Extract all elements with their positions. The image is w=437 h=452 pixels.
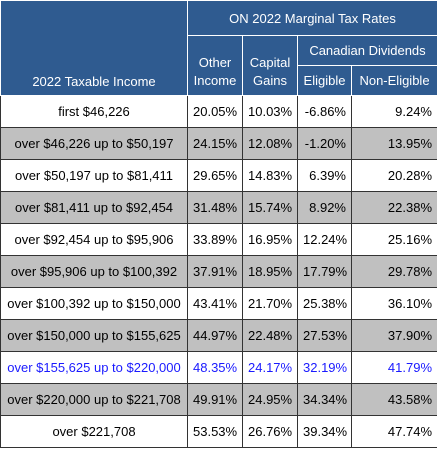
table-header: 2022 Taxable Income ON 2022 Marginal Tax… [0, 0, 437, 96]
header-text: Other [198, 55, 232, 70]
tax-rate: 33.89% [187, 223, 243, 256]
table-row: over $221,708 53.53% 26.76% 39.34% 47.74% [0, 415, 437, 448]
income-bracket: over $220,000 up to $221,708 [0, 383, 188, 416]
tax-rate: 31.48% [187, 191, 243, 224]
header-cell: ON 2022 Marginal Tax Rates [187, 0, 437, 36]
tax-rate: 8.92% [297, 191, 352, 224]
header-cell: Canadian Dividends [297, 35, 437, 66]
tax-rate: 25.16% [351, 223, 437, 256]
table-row: over $220,000 up to $221,708 49.91% 24.95%… [0, 383, 437, 416]
tax-rate: 22.38% [351, 191, 437, 224]
table-row: over $100,392 up to $150,000 43.41% 21.70%… [0, 287, 437, 320]
tax-rate: 24.15% [187, 127, 243, 160]
tax-rate: 26.76% [242, 415, 298, 448]
header-cell: Other Income [187, 35, 243, 96]
table-row: over $46,226 up to $50,197 24.15% 12.08% -1… [0, 127, 437, 160]
tax-rate: 17.79% [297, 255, 352, 288]
tax-rate: 12.08% [242, 127, 298, 160]
tax-rate: 20.28% [351, 159, 437, 192]
tax-rate: 32.19% [297, 351, 352, 384]
header-cell: 2022 Taxable Income [0, 0, 188, 96]
tax-rate: 24.17% [242, 351, 298, 384]
tax-rate: 37.90% [351, 319, 437, 352]
table-row: over $50,197 up to $81,411 29.65% 14.83% 6.… [0, 159, 437, 192]
table-row: over $92,454 up to $95,906 33.89% 16.95% 12… [0, 223, 437, 256]
tax-rate: 41.79% [351, 351, 437, 384]
tax-rate: -6.86% [297, 95, 352, 128]
tax-rate: 27.53% [297, 319, 352, 352]
tax-rate: 14.83% [242, 159, 298, 192]
income-bracket: over $100,392 up to $150,000 [0, 287, 188, 320]
tax-rate: 24.95% [242, 383, 298, 416]
tax-rate: 21.70% [242, 287, 298, 320]
tax-rate: 53.53% [187, 415, 243, 448]
tax-rate: 12.24% [297, 223, 352, 256]
header-cell: Eligible [297, 65, 352, 96]
header-text: Gains [253, 73, 287, 88]
header-text: Income [193, 73, 237, 88]
tax-rate: 29.78% [351, 255, 437, 288]
tax-rate: 29.65% [187, 159, 243, 192]
tax-rate: 48.35% [187, 351, 243, 384]
income-bracket: over $221,708 [0, 415, 188, 448]
income-bracket: over $46,226 up to $50,197 [0, 127, 188, 160]
header-cell: Non-Eligible [351, 65, 437, 96]
tax-rate: 34.34% [297, 383, 352, 416]
table-row: over $155,625 up to $220,000 48.35% 24.17%… [0, 351, 437, 384]
tax-rate: 36.10% [351, 287, 437, 320]
tax-rate: -1.20% [297, 127, 352, 160]
tax-rate: 20.05% [187, 95, 243, 128]
table-row: first $46,226 20.05% 10.03% -6.86% 9.24% [0, 95, 437, 128]
tax-rate: 6.39% [297, 159, 352, 192]
tax-rate: 49.91% [187, 383, 243, 416]
tax-rate: 47.74% [351, 415, 437, 448]
income-bracket: over $150,000 up to $155,625 [0, 319, 188, 352]
tax-rate: 43.41% [187, 287, 243, 320]
tax-rate: 18.95% [242, 255, 298, 288]
tax-rate: 16.95% [242, 223, 298, 256]
tax-rate: 43.58% [351, 383, 437, 416]
income-bracket: first $46,226 [0, 95, 188, 128]
tax-rate: 37.91% [187, 255, 243, 288]
tax-rate: 39.34% [297, 415, 352, 448]
tax-rate: 10.03% [242, 95, 298, 128]
tax-rate: 25.38% [297, 287, 352, 320]
table-row: over $81,411 up to $92,454 31.48% 15.74% 8.… [0, 191, 437, 224]
tax-rate: 44.97% [187, 319, 243, 352]
income-bracket: over $81,411 up to $92,454 [0, 191, 188, 224]
income-bracket: over $155,625 up to $220,000 [0, 351, 188, 384]
header-text: Capital [249, 55, 291, 70]
table-body: first $46,226 20.05% 10.03% -6.86% 9.24% over… [0, 95, 437, 448]
table-row: over $150,000 up to $155,625 44.97% 22.48%… [0, 319, 437, 352]
tax-rate: 13.95% [351, 127, 437, 160]
income-bracket: over $92,454 up to $95,906 [0, 223, 188, 256]
income-bracket: over $50,197 up to $81,411 [0, 159, 188, 192]
tax-rate: 22.48% [242, 319, 298, 352]
header-cell: Capital Gains [242, 35, 298, 96]
tax-rate: 9.24% [351, 95, 437, 128]
income-bracket: over $95,906 up to $100,392 [0, 255, 188, 288]
table-row: over $95,906 up to $100,392 37.91% 18.95% 1… [0, 255, 437, 288]
tax-rate: 15.74% [242, 191, 298, 224]
